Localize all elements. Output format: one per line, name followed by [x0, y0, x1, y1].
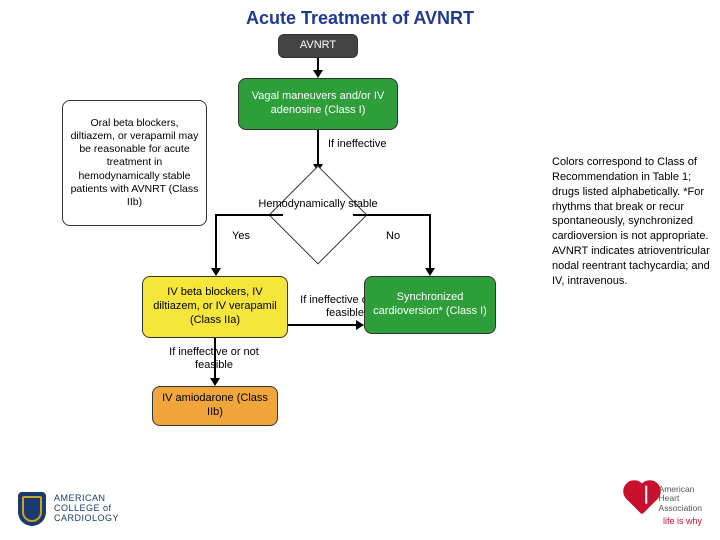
aha-logo: American Heart Association life is why — [631, 485, 702, 526]
node-avnrt: AVNRT — [278, 34, 358, 58]
edge — [288, 324, 358, 326]
heart-icon — [626, 484, 657, 515]
flowchart: AVNRT Vagal maneuvers and/or IV adenosin… — [0, 30, 560, 500]
aha-logo-text: American Heart Association — [659, 485, 702, 514]
node-label: Synchronized cardioversion* (Class I) — [371, 291, 489, 319]
edge — [317, 130, 319, 166]
edge — [353, 214, 431, 216]
edge — [215, 214, 217, 270]
acc-logo-text: AMERICAN COLLEGE of CARDIOLOGY — [54, 494, 119, 524]
legend-text: Colors correspond to Class of Recommenda… — [552, 155, 712, 289]
arrowhead — [211, 268, 221, 276]
edge — [215, 214, 283, 216]
node-label: IV beta blockers, IV diltiazem, or IV ve… — [149, 286, 281, 327]
edge-label-no: No — [386, 230, 400, 242]
node-label: Oral beta blockers, diltiazem, or verapa… — [69, 117, 200, 209]
node-amiodarone: IV amiodarone (Class IIb) — [152, 386, 278, 426]
aha-line: Association — [659, 504, 702, 514]
arrowhead — [313, 70, 323, 78]
node-ivbb: IV beta blockers, IV diltiazem, or IV ve… — [142, 276, 288, 338]
arrowhead — [425, 268, 435, 276]
shield-icon — [18, 492, 46, 526]
edge — [429, 214, 431, 270]
edge-label-yes: Yes — [232, 230, 250, 242]
node-label: AVNRT — [300, 39, 336, 53]
node-label: Vagal maneuvers and/or IV adenosine (Cla… — [245, 90, 391, 118]
edge-label-bottom: If ineffective or not feasible — [154, 346, 274, 372]
node-sync: Synchronized cardioversion* (Class I) — [364, 276, 496, 334]
node-vagal: Vagal maneuvers and/or IV adenosine (Cla… — [238, 78, 398, 130]
arrowhead — [210, 378, 220, 386]
aha-tagline: life is why — [631, 516, 702, 526]
node-label: IV amiodarone (Class IIb) — [159, 392, 271, 420]
acc-logo: AMERICAN COLLEGE of CARDIOLOGY — [18, 492, 119, 526]
acc-line: CARDIOLOGY — [54, 514, 119, 524]
node-oral: Oral beta blockers, diltiazem, or verapa… — [62, 100, 207, 226]
arrowhead — [356, 320, 364, 330]
edge-label: If ineffective — [328, 138, 387, 150]
page-title: Acute Treatment of AVNRT — [0, 0, 720, 33]
